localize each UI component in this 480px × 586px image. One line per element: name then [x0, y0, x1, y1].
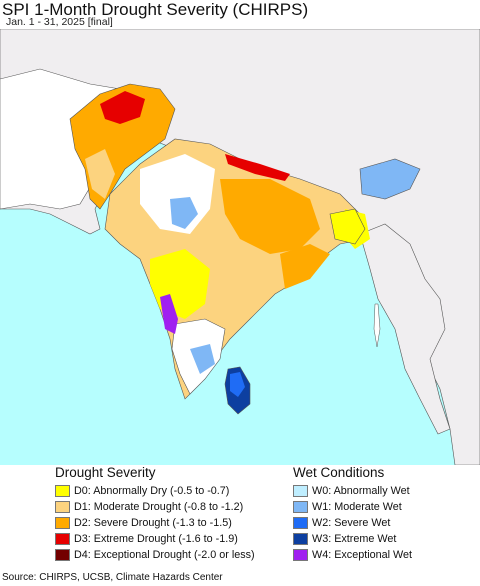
- source-credit: Source: CHIRPS, UCSB, Climate Hazards Ce…: [2, 572, 223, 583]
- map-subtitle: Jan. 1 - 31, 2025 [final]: [6, 16, 113, 28]
- legend-label: W3: Extreme Wet: [312, 533, 397, 545]
- legend-swatch: [55, 501, 70, 513]
- rajasthan-wet-area: [170, 197, 198, 229]
- legend-swatch: [293, 533, 308, 545]
- legend-label: D2: Severe Drought (-1.3 to -1.5): [74, 517, 232, 529]
- drought-map: [0, 29, 480, 465]
- legend-label: W1: Moderate Wet: [312, 501, 402, 513]
- legend-label: W4: Exceptional Wet: [312, 549, 413, 561]
- legend-label: D0: Abnormally Dry (-0.5 to -0.7): [74, 485, 230, 497]
- pakistan-extreme-drought: [100, 91, 145, 124]
- pakistan-moderate-drought: [85, 149, 115, 199]
- southwest-coast-exceptional-wet: [160, 294, 178, 334]
- drought-legend-heading: Drought Severity: [55, 465, 156, 480]
- legend-swatch: [55, 549, 70, 561]
- legend-swatch: [293, 501, 308, 513]
- legend-swatch: [293, 517, 308, 529]
- legend-label: D1: Moderate Drought (-0.8 to -1.2): [74, 501, 244, 513]
- central-india-severe-drought: [220, 179, 320, 254]
- bangladesh: [329, 208, 366, 245]
- wet-legend-heading: Wet Conditions: [293, 465, 385, 480]
- andaman-islands: [373, 303, 381, 348]
- legend-swatch: [55, 533, 70, 545]
- legend-swatch: [55, 485, 70, 497]
- east-india-severe-drought: [280, 244, 330, 289]
- legend-label: D3: Extreme Drought (-1.6 to -1.9): [74, 533, 238, 545]
- south-india-moderate-wet: [190, 344, 215, 374]
- legend-swatch: [55, 517, 70, 529]
- legend-swatch: [293, 485, 308, 497]
- map-title: SPI 1-Month Drought Severity (CHIRPS): [2, 0, 309, 19]
- sri-lanka-severe-wet: [230, 372, 245, 397]
- northeast-india-wet: [359, 158, 421, 200]
- myanmar: [359, 223, 451, 435]
- legend: Drought Severity Wet Conditions D0: Abno…: [0, 465, 480, 570]
- legend-label: W0: Abnormally Wet: [312, 485, 410, 497]
- legend-swatch: [293, 549, 308, 561]
- legend-label: D4: Exceptional Drought (-2.0 or less): [74, 549, 255, 561]
- legend-label: W2: Severe Wet: [312, 517, 391, 529]
- nepal-extreme-drought: [225, 154, 290, 181]
